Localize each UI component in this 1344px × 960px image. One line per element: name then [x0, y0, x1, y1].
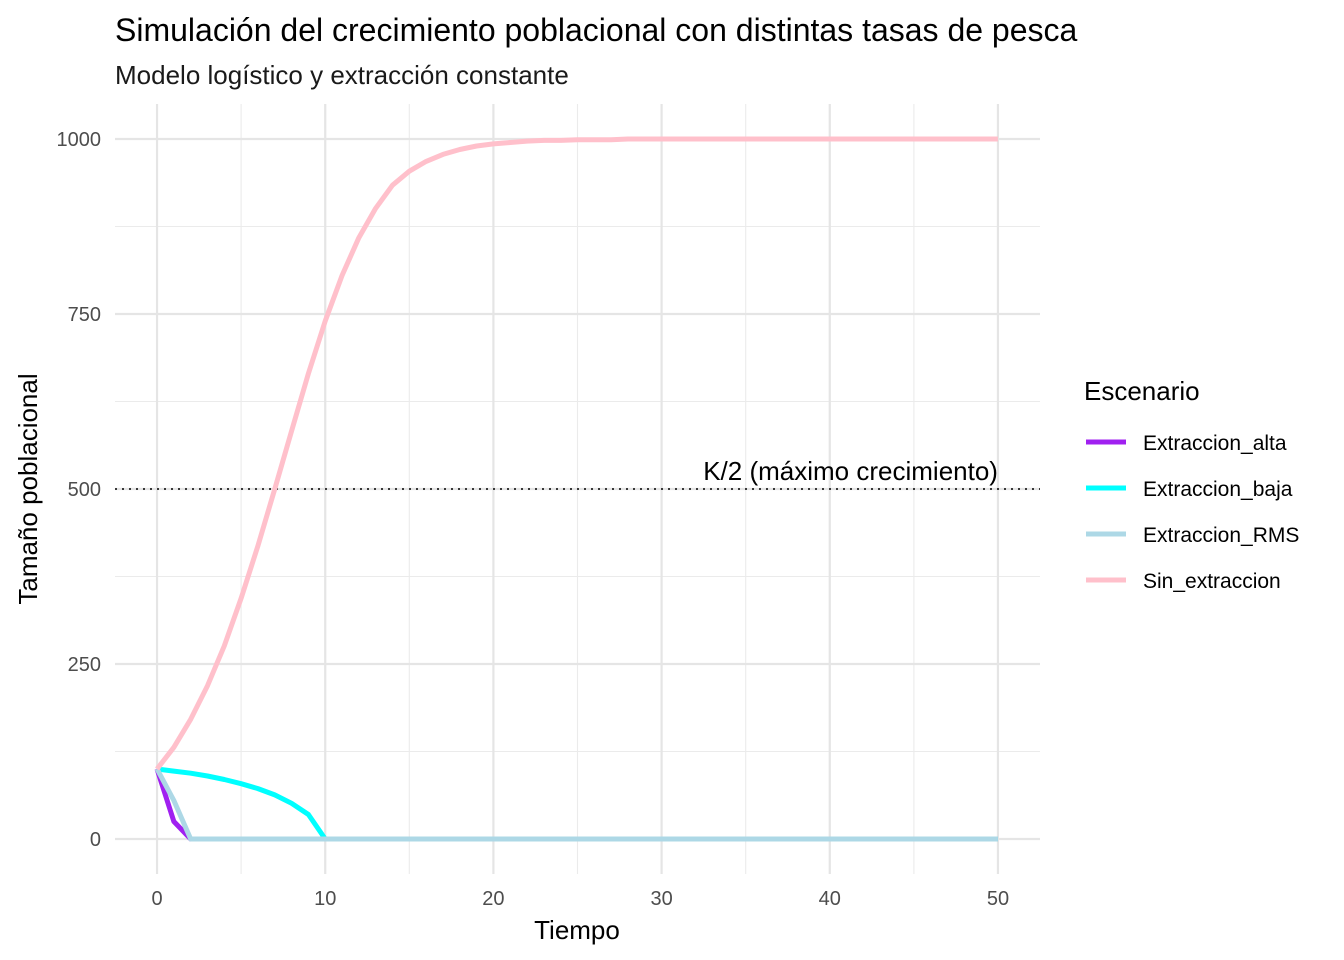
chart-subtitle: Modelo logístico y extracción constante: [115, 60, 569, 90]
legend-label: Extraccion_RMS: [1143, 524, 1299, 547]
legend-label: Sin_extraccion: [1143, 570, 1281, 593]
x-axis-title: Tiempo: [534, 915, 620, 945]
x-tick-label: 0: [151, 888, 162, 910]
chart-title: Simulación del crecimiento poblacional c…: [115, 12, 1078, 48]
legend-label: Extraccion_alta: [1143, 432, 1287, 455]
x-tick-label: 30: [650, 888, 672, 910]
legend-label: Extraccion_baja: [1143, 478, 1293, 501]
y-tick-label: 250: [68, 654, 101, 676]
reference-line-label: K/2 (máximo crecimiento): [703, 456, 998, 486]
legend: Escenario Extraccion_alta Extraccion_baja…: [1084, 376, 1299, 593]
y-tick-label: 0: [90, 829, 101, 851]
x-tick-label: 10: [314, 888, 336, 910]
y-tick-label: 750: [68, 304, 101, 326]
legend-title: Escenario: [1084, 376, 1200, 406]
y-tick-label: 1000: [57, 129, 102, 151]
y-tick-label: 500: [68, 479, 101, 501]
x-tick-label: 20: [482, 888, 504, 910]
y-axis-title: Tamaño poblacional: [13, 373, 43, 604]
series-line-extraccion-rms: [154, 767, 998, 842]
x-tick-label: 50: [987, 888, 1009, 910]
series-line-sin-extraccion: [155, 136, 998, 771]
x-tick-label: 40: [819, 888, 841, 910]
